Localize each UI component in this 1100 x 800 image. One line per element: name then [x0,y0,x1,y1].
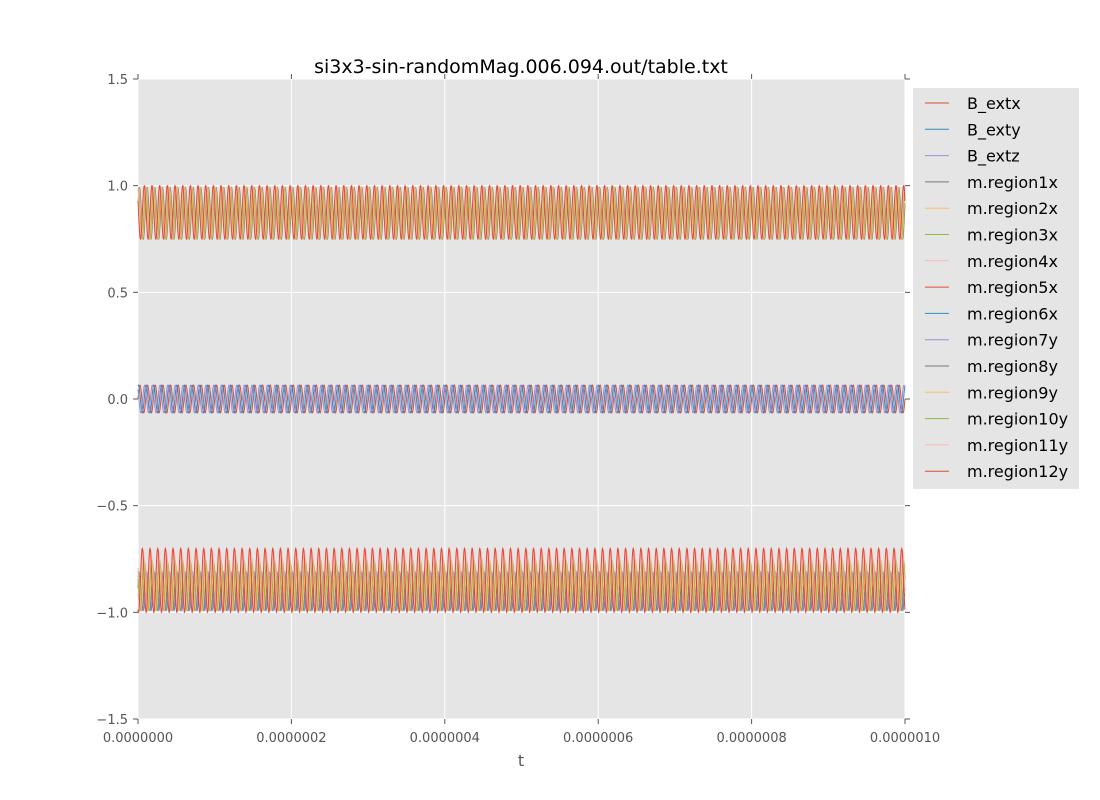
y-tick-label: 0.5 [107,286,128,301]
legend-label: m.region2x [967,199,1058,218]
x-tick-label: 0.0000002 [256,731,326,746]
x-tick-label: 0.0000008 [716,731,786,746]
series-line [137,184,906,240]
legend-label: m.region8y [967,357,1058,376]
y-tick-label: −1.5 [96,713,128,728]
series-line [137,547,906,614]
y-tick-label: 1.5 [107,73,128,88]
y-axis: −1.5 −1.0 −0.5 0.0 0.5 1.0 1.5 [96,73,910,728]
chart-title: si3x3-sin-randomMag.006.094.out/table.tx… [314,56,728,78]
y-tick-label: 1.0 [107,180,128,195]
series-line [137,184,906,240]
x-tick-label: 0.0000010 [870,731,940,746]
legend-label: B_extz [967,147,1020,167]
series-line [137,384,906,414]
legend-label: m.region10y [967,410,1068,429]
legend-box [913,88,1079,489]
legend-label: m.region1x [967,173,1058,192]
legend-label: m.region7y [967,331,1058,350]
series-lines [137,184,906,614]
x-tick-label: 0.0000000 [103,731,173,746]
legend: B_extx B_exty B_extz m.region1x m.region2x m.… [913,88,1079,489]
x-tick-label: 0.0000006 [563,731,633,746]
y-tick-label: −0.5 [96,500,128,515]
x-axis: 0.0000000 0.0000002 0.0000004 0.0000006 0.00… [103,74,940,746]
series-line [137,558,906,612]
legend-label: m.region6x [967,304,1058,323]
legend-label: m.region5x [967,278,1058,297]
legend-label: m.region12y [967,462,1068,481]
legend-label: m.region9y [967,383,1058,402]
legend-label: B_exty [967,120,1021,140]
legend-label: B_extx [967,94,1021,114]
legend-label: m.region4x [967,252,1058,271]
y-tick-label: −1.0 [96,606,128,621]
legend-label: m.region3x [967,226,1058,245]
series-line [137,384,906,414]
x-tick-label: 0.0000004 [410,731,480,746]
legend-label: m.region11y [967,436,1068,455]
y-tick-label: 0.0 [107,393,128,408]
x-axis-label: t [518,751,524,770]
